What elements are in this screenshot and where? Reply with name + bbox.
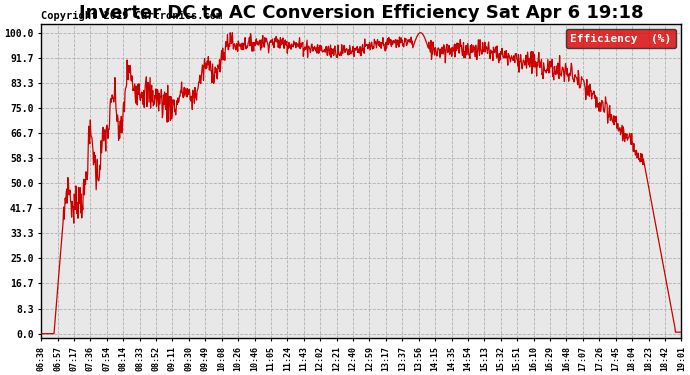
- Text: Copyright 2019 Cartronics.com: Copyright 2019 Cartronics.com: [41, 10, 222, 21]
- Legend: Efficiency  (%): Efficiency (%): [566, 29, 676, 48]
- Title: Inverter DC to AC Conversion Efficiency Sat Apr 6 19:18: Inverter DC to AC Conversion Efficiency …: [79, 4, 644, 22]
